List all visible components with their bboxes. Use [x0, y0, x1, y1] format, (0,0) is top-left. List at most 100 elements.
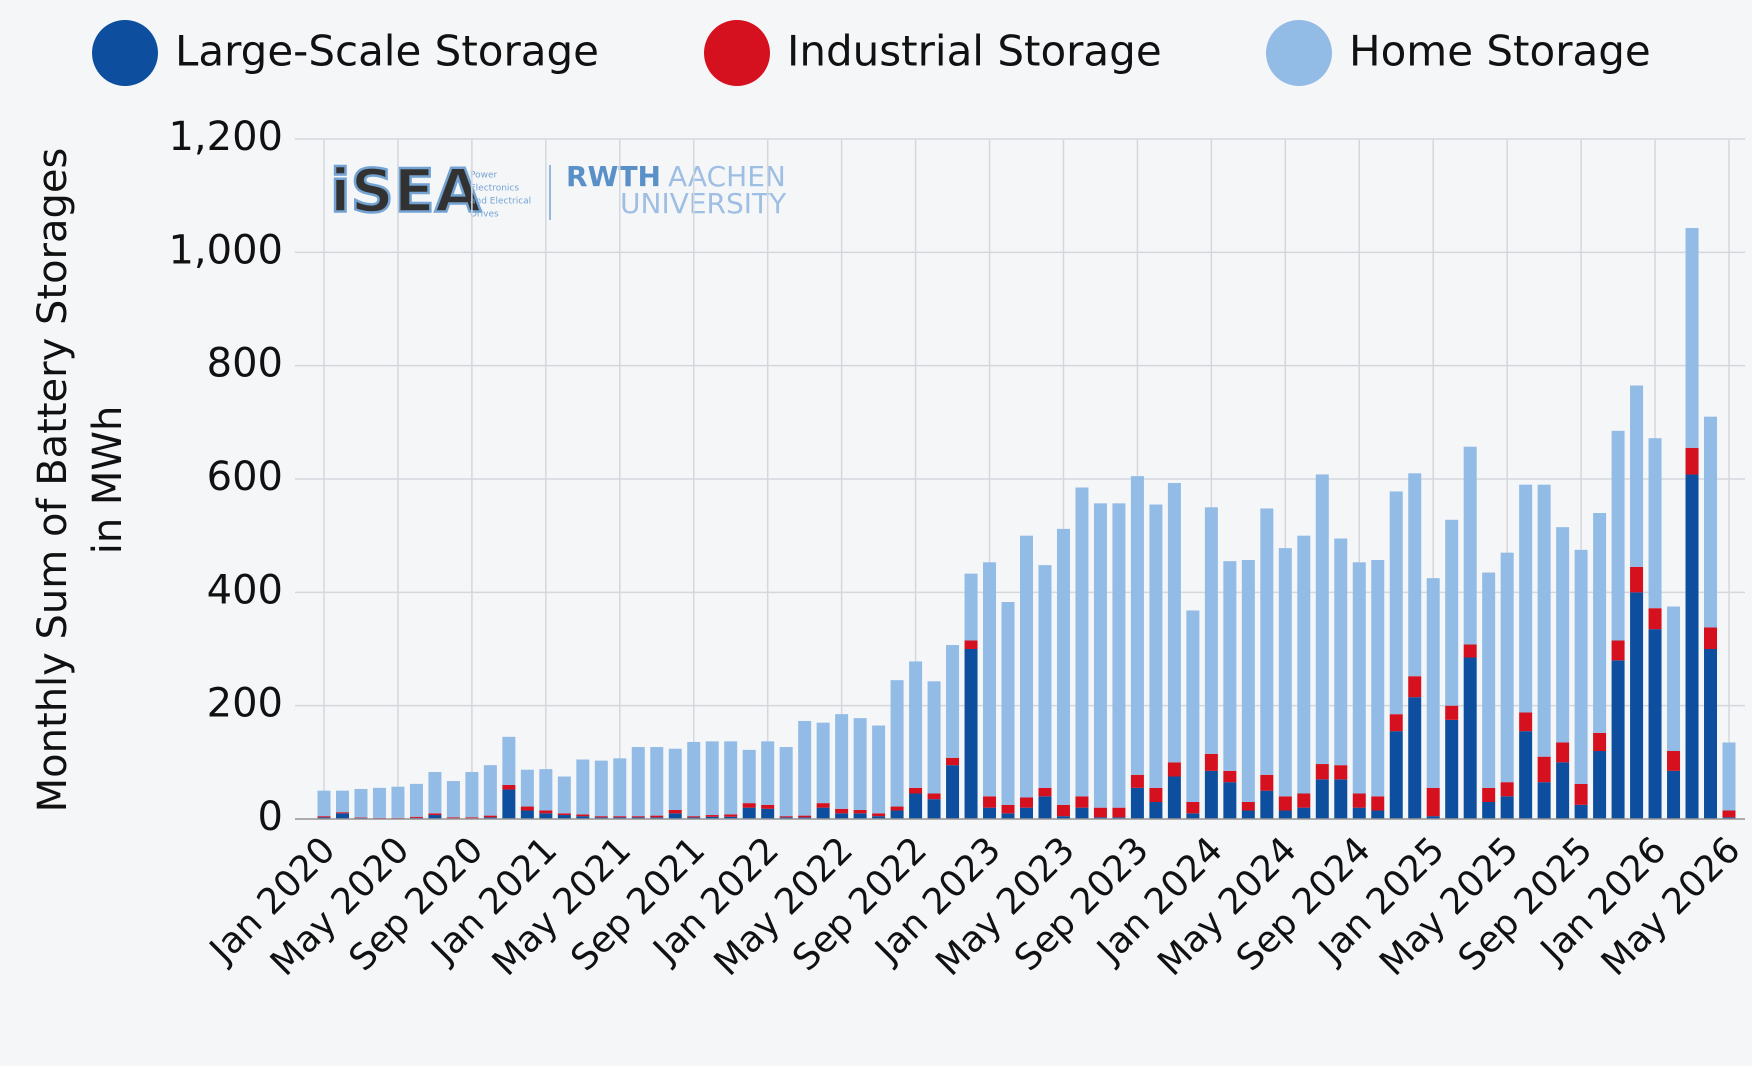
bar-segment [983, 796, 997, 808]
bar-segment [1093, 807, 1107, 818]
bar-segment [576, 816, 590, 819]
bar-segment [779, 817, 793, 819]
bar-segment [1241, 560, 1255, 802]
bar-segment [1704, 627, 1718, 649]
bar-segment [1020, 797, 1033, 808]
bar-segment [798, 720, 812, 816]
bar-segment [1278, 796, 1292, 811]
bar-segment [613, 817, 627, 819]
bar-segment [1130, 476, 1144, 775]
bar-segment [1204, 770, 1218, 819]
bar-segment [1001, 601, 1015, 805]
bar-segment [557, 815, 571, 819]
bar-segment [1593, 751, 1607, 819]
bar-segment [1426, 787, 1440, 817]
bar-segment [409, 783, 423, 817]
bar-segment [650, 817, 664, 819]
bar-segment [650, 815, 664, 818]
bar-segment [391, 786, 405, 818]
bar-segment [1093, 503, 1107, 808]
bar-segment [1075, 487, 1089, 797]
bar-segment [1537, 782, 1551, 819]
bar-segment [335, 813, 349, 819]
bar-segment [724, 741, 738, 815]
bar-segment [428, 771, 442, 814]
bar-segment [687, 817, 701, 819]
bar-segment [779, 816, 793, 818]
bar-segment [687, 741, 701, 817]
bar-segment [465, 771, 479, 818]
bar-segment [1685, 447, 1699, 475]
bar-segment [798, 817, 812, 819]
bar-segment [1260, 508, 1274, 775]
y-tick-label: 1,200 [168, 114, 283, 160]
bar-segment [483, 817, 497, 819]
y-tick-label: 1,000 [168, 227, 283, 273]
bar-segment [761, 804, 775, 809]
bar-segment [502, 736, 516, 785]
bar-segment [1445, 719, 1459, 819]
bar-segment [890, 810, 904, 819]
bar-segment [631, 747, 645, 817]
bar-segment [502, 789, 516, 819]
legend-swatch [1266, 20, 1332, 86]
bar-segment [724, 814, 738, 817]
bar-segment [1020, 535, 1033, 798]
bar-segment [1130, 787, 1144, 819]
bar-segment [927, 793, 941, 800]
bar-segment [1389, 731, 1403, 819]
bar-segment [520, 769, 534, 807]
bar-segment [853, 813, 867, 819]
y-tick-label: 600 [207, 454, 283, 500]
bar-segment [946, 765, 960, 819]
y-tick-label: 0 [258, 794, 283, 840]
bar-segment [1075, 807, 1089, 819]
bar-segment [983, 562, 997, 797]
bar-segment [1056, 528, 1070, 805]
bar-segment [520, 806, 534, 811]
bar-segment [1334, 538, 1348, 766]
bar-segment [1648, 629, 1662, 819]
bar-segment [835, 813, 849, 819]
bar-segment [409, 816, 423, 818]
bar-segment [1389, 714, 1403, 732]
y-axis-title: in MWh [85, 406, 131, 555]
bar-segment [1204, 507, 1218, 754]
bar-segment [835, 808, 849, 814]
bar-segment [1371, 560, 1385, 797]
bar-segment [983, 807, 997, 819]
bar-segment [391, 817, 405, 819]
bar-segment [1389, 491, 1403, 715]
bar-segment [1260, 774, 1274, 791]
logo-aachen: AACHEN [668, 160, 786, 193]
bar-segment [1167, 762, 1181, 777]
logo-note: Electronics [470, 184, 519, 194]
bar-segment [1574, 804, 1588, 819]
bar-segment [539, 810, 553, 814]
bar-segment [1297, 807, 1311, 819]
bar-segment [335, 790, 349, 813]
bar-segment [1667, 606, 1681, 751]
logo-university: UNIVERSITY [620, 187, 787, 220]
bar-segment [372, 817, 386, 819]
logo-isea: iSEA [330, 157, 482, 227]
bar-segment [1611, 640, 1625, 661]
bar-segment [853, 809, 867, 814]
bar-segment [1167, 776, 1181, 819]
bar-segment [742, 803, 756, 808]
bar-segment [1093, 817, 1107, 819]
y-axis-title: Monthly Sum of Battery Storages [30, 148, 76, 813]
bar-segment [613, 816, 627, 818]
bar-segment [1463, 657, 1477, 819]
bar-segment [872, 813, 886, 817]
bar-segment [1056, 816, 1070, 819]
bar-segment [1426, 816, 1440, 819]
bar-segment [1149, 802, 1163, 819]
bar-segment [354, 788, 368, 818]
bar-segment [1519, 731, 1533, 819]
bar-segment [1260, 790, 1274, 819]
bar-segment [594, 816, 608, 818]
bar-segment [354, 817, 368, 818]
bar-segment [576, 814, 590, 817]
bar-segment [798, 815, 812, 818]
